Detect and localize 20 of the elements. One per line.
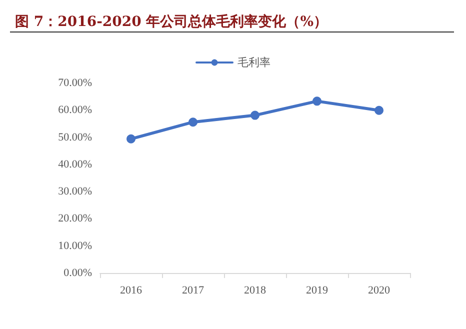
x-tick-label: 2016: [120, 284, 142, 296]
x-tick-label: 2018: [244, 284, 266, 296]
y-tick-label: 10.00%: [58, 240, 92, 252]
legend-label: 毛利率: [238, 56, 270, 69]
point: [312, 96, 322, 106]
y-tick-label: 20.00%: [58, 212, 92, 225]
chart-title: 图 7：2016-2020 年公司总体毛利率变化（%）: [15, 13, 328, 30]
x-tick-label: 2019: [306, 284, 328, 296]
y-tick-label: 0.00%: [64, 267, 92, 279]
y-tick-label: 30.00%: [58, 186, 92, 198]
point: [374, 106, 384, 115]
x-tick-label: 2017: [182, 284, 204, 296]
y-tick-label: 40.00%: [58, 158, 92, 170]
y-tick-label: 60.00%: [58, 104, 92, 116]
y-tick-label: 70.00%: [58, 77, 92, 89]
point: [126, 134, 136, 144]
point: [188, 118, 198, 127]
y-tick-label: 50.00%: [58, 131, 92, 144]
x-tick-label: 2020: [368, 284, 390, 296]
point: [250, 110, 260, 120]
